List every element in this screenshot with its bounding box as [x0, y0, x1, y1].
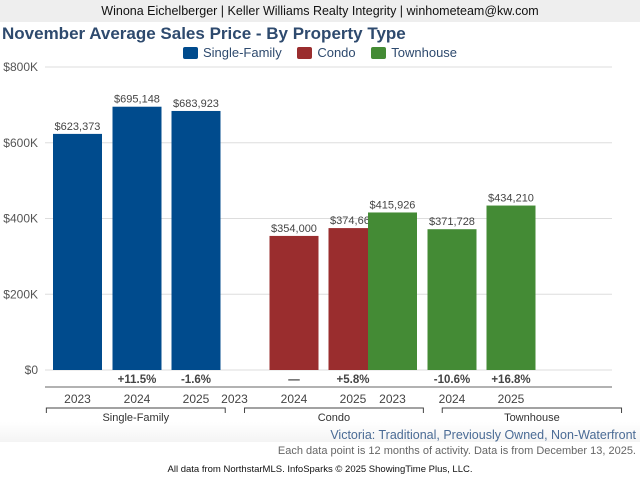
legend-item-townhouse[interactable]: Townhouse	[371, 45, 457, 60]
change-label: +16.8%	[491, 374, 530, 386]
footer-background	[0, 422, 640, 442]
x-tick-label: 2024	[439, 392, 466, 406]
bar-single-family-2024	[112, 106, 162, 370]
legend-swatch-single-family	[182, 46, 198, 59]
group-label: Single-Family	[102, 412, 169, 424]
data-note: Each data point is 12 months of activity…	[277, 445, 636, 457]
group-bracket	[244, 407, 424, 413]
legend-item-single-family[interactable]: Single-Family	[182, 45, 282, 60]
change-label: -1.6%	[181, 374, 211, 386]
y-tick-label: $200K	[3, 287, 38, 301]
x-tick-label: 2025	[340, 392, 367, 406]
legend-label: Townhouse	[391, 45, 458, 60]
data-label: $374,667	[330, 215, 376, 227]
data-label: $371,728	[429, 216, 475, 228]
x-tick-label: 2023	[221, 392, 248, 406]
group-label: Condo	[318, 412, 350, 424]
group-bracket	[441, 407, 623, 413]
data-label: $354,000	[271, 223, 317, 235]
location-filter: Victoria: Traditional, Previously Owned,…	[330, 428, 636, 442]
legend-label: Single-Family	[202, 45, 282, 60]
y-tick-label: $600K	[3, 136, 38, 150]
x-tick-label: 2023	[64, 392, 91, 406]
legend-swatch-condo	[297, 46, 313, 59]
data-label: $434,210	[488, 193, 534, 205]
y-tick-label: $400K	[3, 212, 38, 226]
change-label: -10.6%	[434, 374, 470, 386]
legend-swatch-townhouse	[371, 46, 387, 59]
x-tick-label: 2023	[379, 392, 406, 406]
x-tick-label: 2024	[124, 392, 151, 406]
legend-item-condo[interactable]: Condo	[297, 45, 356, 60]
x-tick-label: 2025	[498, 392, 525, 406]
bar-townhouse-2025	[486, 205, 536, 370]
bar-chart: $0 $200K $400K $600K $800K $623,373 2023 $695,1…	[3, 60, 623, 424]
x-tick-label: 2024	[281, 392, 308, 406]
bar-townhouse-2024	[427, 229, 477, 370]
bar-condo-2024	[269, 235, 319, 370]
agent-header: Winona Eichelberger | Keller Williams Re…	[0, 0, 640, 22]
group-bracket	[45, 407, 226, 413]
data-label: $683,923	[173, 98, 219, 110]
data-label: $415,926	[370, 199, 416, 211]
data-label: $695,148	[114, 94, 160, 106]
x-tick-label: 2025	[183, 392, 210, 406]
bar-single-family-2025	[171, 110, 221, 370]
data-source: All data from NorthstarMLS. InfoSparks ©…	[167, 464, 473, 475]
y-tick-label: $0	[25, 363, 39, 377]
data-label: $623,373	[55, 121, 101, 133]
bar-townhouse-2023	[368, 212, 417, 370]
change-label: +11.5%	[118, 374, 157, 386]
change-label: —	[288, 374, 300, 386]
legend-label: Condo	[317, 45, 356, 60]
chart-title: November Average Sales Price - By Proper…	[2, 24, 406, 43]
bar-single-family-2023	[53, 133, 102, 370]
legend: Single-Family Condo Townhouse	[0, 45, 640, 62]
y-tick-label: $800K	[3, 60, 38, 74]
group-label: Townhouse	[504, 412, 560, 424]
change-label: +5.8%	[337, 374, 370, 386]
